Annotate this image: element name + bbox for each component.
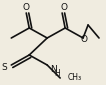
Text: N: N xyxy=(50,66,57,74)
Text: CH₃: CH₃ xyxy=(68,74,82,83)
Text: O: O xyxy=(23,3,30,12)
Text: O: O xyxy=(81,36,88,45)
Text: S: S xyxy=(2,63,7,73)
Text: H: H xyxy=(54,70,60,79)
Text: O: O xyxy=(61,3,68,12)
